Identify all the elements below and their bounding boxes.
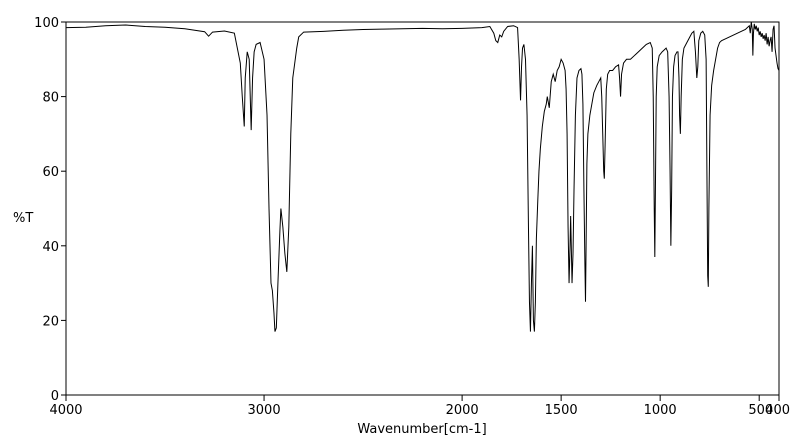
x-tick-label: 1500 (545, 403, 578, 418)
y-tick-label: 100 (34, 16, 59, 31)
y-axis-title: %T (13, 211, 33, 226)
y-tick-label: 0 (51, 389, 59, 404)
plot-area-frame (65, 21, 780, 396)
y-axis: 0 20 40 60 80 100 (34, 16, 66, 404)
x-tick-label: 3000 (248, 403, 281, 418)
spectrum-line (65, 21, 780, 332)
x-tick-label: 4000 (49, 403, 82, 418)
y-tick-label: 20 (42, 314, 59, 329)
x-tick-label: 500 (748, 403, 773, 418)
x-tick-label: 1000 (644, 403, 677, 418)
y-tick-label: 60 (42, 165, 59, 180)
x-tick-label: 2000 (446, 403, 479, 418)
x-axis-title: Wavenumber[cm-1] (357, 422, 486, 437)
y-tick-label: 80 (42, 91, 59, 106)
y-tick-label: 40 (42, 240, 59, 255)
x-tick-label: 400 (765, 403, 790, 418)
